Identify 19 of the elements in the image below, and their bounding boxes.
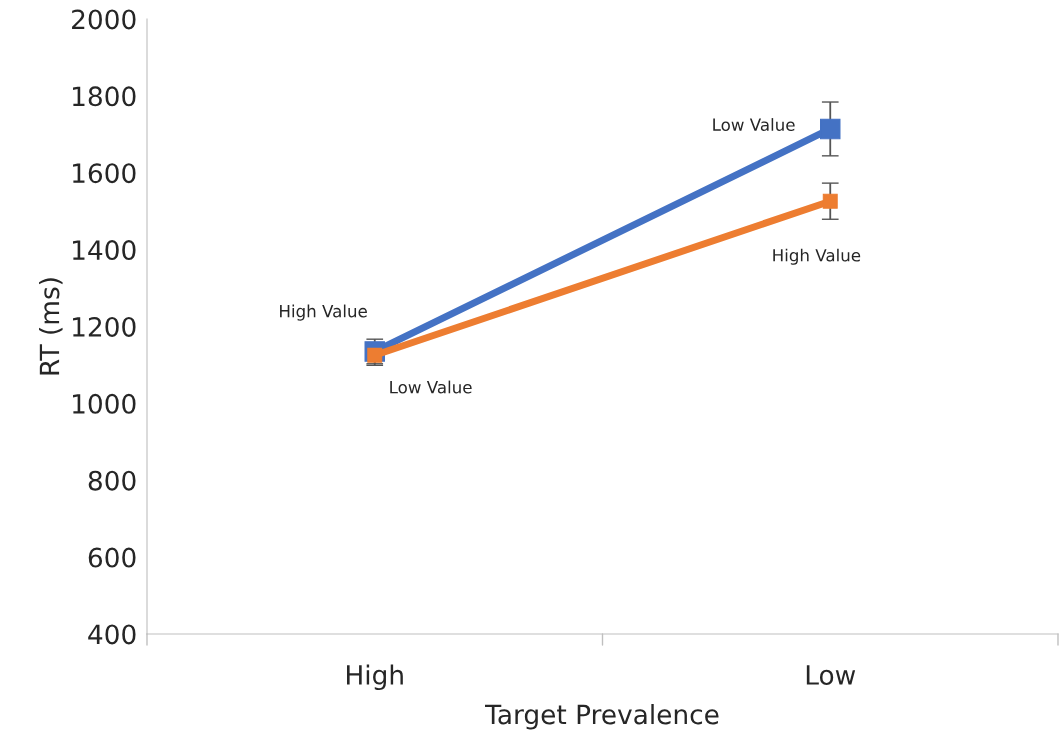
annotation: High Value (773, 248, 861, 265)
annotation: Low Value (390, 380, 472, 394)
y-tick-label: 2000 (72, 9, 136, 30)
y-tick-label: 1000 (73, 393, 136, 414)
annotation: Low Value (713, 118, 795, 131)
x-tick-label: High (347, 664, 403, 691)
point (820, 118, 841, 140)
point (822, 193, 838, 209)
y-tick-label: 1600 (73, 163, 136, 184)
y-tick-label: 1200 (73, 316, 136, 337)
y-tick-label: 400 (88, 624, 136, 645)
y-tick-label: 1400 (73, 240, 136, 261)
y-axis-title: RT (ms) (39, 278, 63, 375)
y-tick-label: 800 (88, 470, 136, 491)
x-tick-label: Low (806, 665, 856, 685)
y-tick-label: 600 (88, 547, 136, 568)
x-axis-title: Target Prevalence (485, 703, 719, 730)
annotation: High Value (280, 304, 367, 321)
y-tick-label: 1800 (73, 86, 136, 107)
